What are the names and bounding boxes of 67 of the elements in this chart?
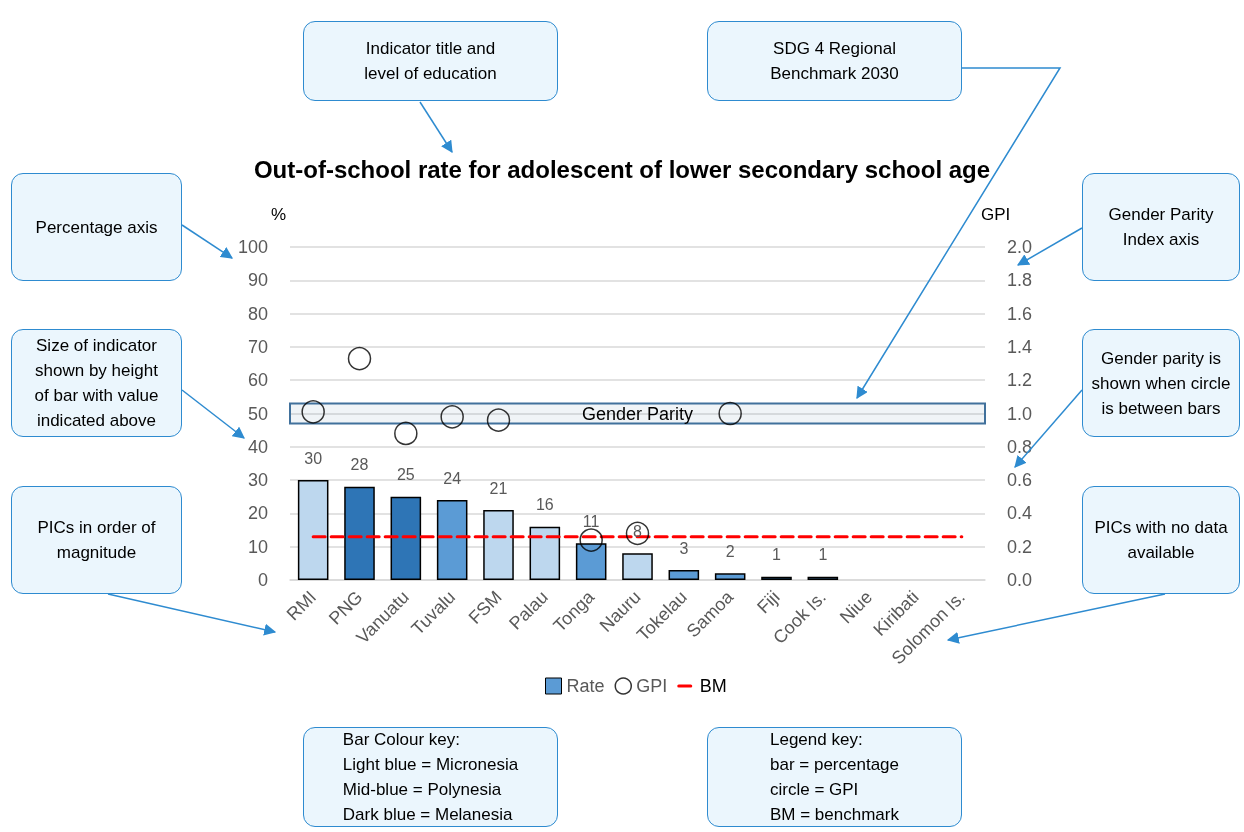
data-label: 30 bbox=[304, 449, 323, 467]
bar bbox=[436, 500, 468, 580]
y2-axis-title: GPI bbox=[981, 205, 1011, 224]
y-tick-label: 20 bbox=[247, 503, 268, 524]
bar bbox=[344, 486, 375, 580]
point bbox=[347, 346, 372, 371]
bar bbox=[622, 553, 653, 580]
text: Gender parity is shown when circle is between bars bbox=[1091, 347, 1231, 420]
bar bbox=[483, 510, 514, 580]
data-label: 2 bbox=[725, 542, 735, 560]
bar bbox=[390, 496, 422, 580]
bar bbox=[668, 570, 700, 580]
y-tick-label: 40 bbox=[247, 436, 268, 457]
point bbox=[486, 408, 511, 432]
text: PICs with no data available bbox=[1094, 517, 1228, 564]
chart-title: Out-of-school rate for adolescent of lower secondary school age bbox=[253, 155, 991, 183]
y-tick-label: 60 bbox=[247, 370, 268, 391]
y2-tick-label: 2.0 bbox=[1007, 237, 1033, 257]
data-label: 21 bbox=[489, 479, 508, 497]
data-label: 25 bbox=[396, 466, 415, 484]
text: SDG 4 Regional Benchmark 2030 bbox=[770, 38, 899, 85]
point bbox=[394, 421, 418, 446]
y2-tick-label: 1.2 bbox=[1007, 370, 1033, 391]
y-tick-label: 80 bbox=[247, 303, 268, 324]
y2-tick-label: 0.0 bbox=[1007, 570, 1033, 590]
y-tick-label: 90 bbox=[247, 270, 268, 291]
y2-tick-label: 0.4 bbox=[1007, 503, 1033, 524]
point bbox=[579, 528, 603, 552]
data-label: 28 bbox=[350, 456, 369, 474]
text: Indicator title and level of education bbox=[364, 38, 497, 85]
legend-label: Rate bbox=[566, 676, 605, 696]
y2-tick-label: 1.0 bbox=[1007, 403, 1033, 424]
y-tick-label: 50 bbox=[247, 403, 268, 424]
point bbox=[440, 405, 464, 429]
y-axis-title: % bbox=[270, 205, 286, 224]
text: Percentage axis bbox=[35, 216, 158, 239]
text: Size of indicator shown by height of bar with value indicated above bbox=[34, 335, 159, 432]
y2-tick-label: 1.4 bbox=[1007, 336, 1033, 357]
data-label: 1 bbox=[818, 546, 828, 564]
x-tick-label: RMI bbox=[282, 586, 321, 625]
legend-label: GPI bbox=[636, 676, 668, 696]
text: Legend key: bar = percentage circle = GPI BM = benchmark bbox=[769, 729, 899, 826]
y-tick-label: 30 bbox=[247, 470, 268, 491]
text: Bar Colour key: Light blue = Micronesia Mid-blue = Polynesia Dark blue = Melanesia bbox=[342, 729, 519, 826]
y-tick-label: 10 bbox=[247, 536, 268, 557]
y2-tick-label: 0.2 bbox=[1007, 536, 1033, 557]
data-label: 24 bbox=[443, 469, 462, 487]
data-label: 3 bbox=[679, 539, 689, 557]
text: Gender Parity Index axis bbox=[1108, 204, 1214, 251]
y2-tick-label: 0.8 bbox=[1007, 436, 1033, 457]
bar bbox=[714, 573, 746, 580]
point bbox=[718, 401, 742, 426]
y-tick-label: 100 bbox=[237, 237, 268, 257]
bar bbox=[297, 480, 329, 580]
band-label: Gender Parity bbox=[581, 403, 694, 424]
y2-tick-label: 0.6 bbox=[1007, 470, 1033, 491]
data-label: 11 bbox=[582, 512, 600, 530]
y-tick-label: 70 bbox=[247, 336, 268, 357]
y-tick-label: 0 bbox=[257, 570, 268, 590]
legend-label: BM bbox=[699, 676, 727, 696]
data-label: 1 bbox=[772, 546, 782, 564]
bar bbox=[529, 526, 561, 580]
data-label: 16 bbox=[535, 496, 554, 514]
y2-tick-label: 1.6 bbox=[1007, 303, 1033, 324]
text: PICs in order of magnitude bbox=[37, 517, 156, 564]
y2-tick-label: 1.8 bbox=[1007, 270, 1033, 291]
point bbox=[301, 400, 325, 424]
